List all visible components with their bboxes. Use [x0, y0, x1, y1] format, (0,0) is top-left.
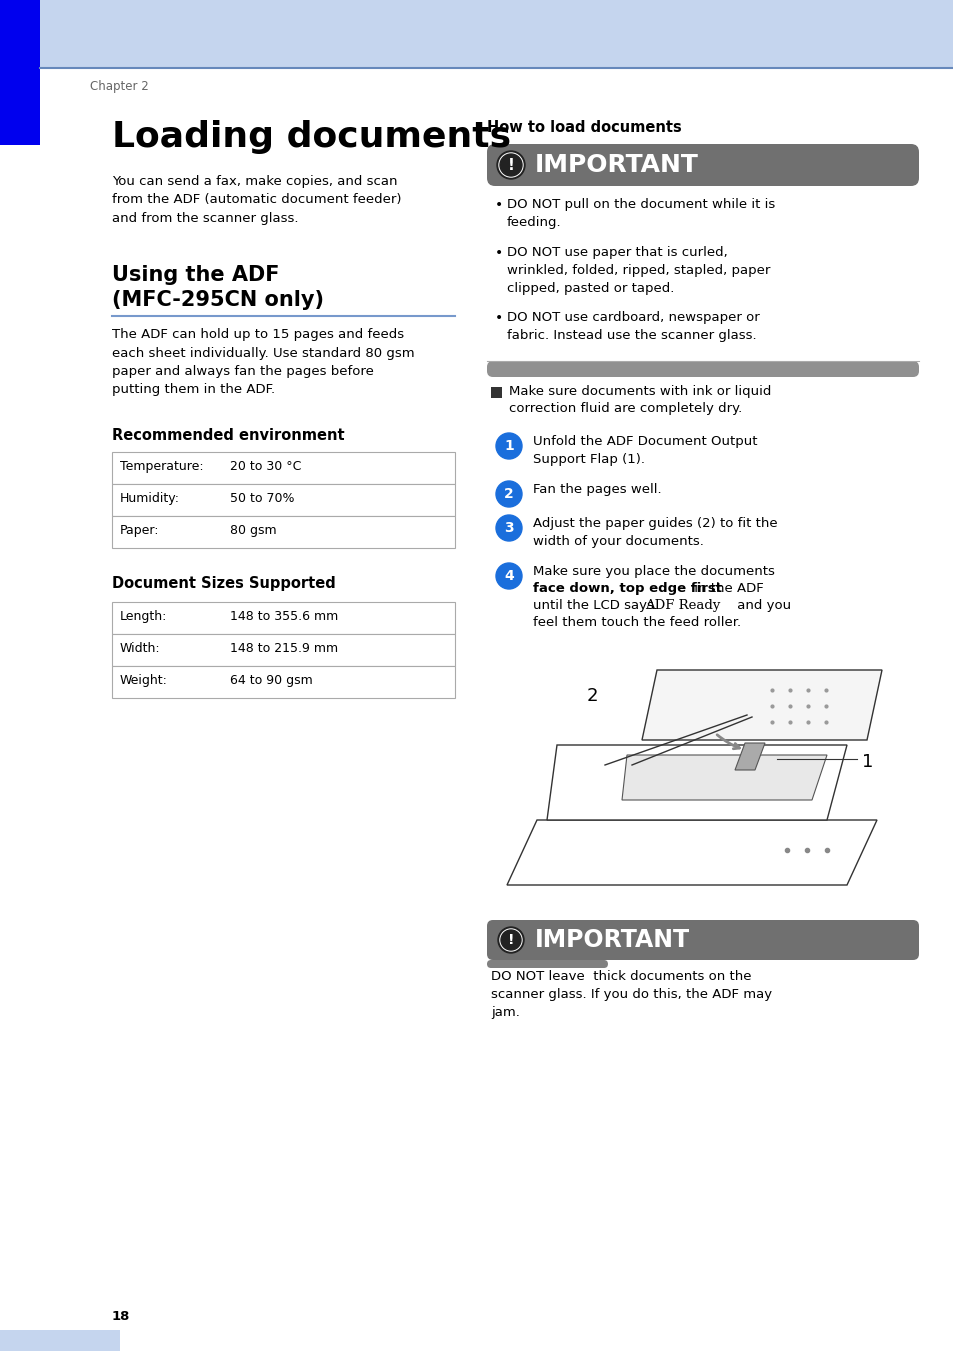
Text: !: ! — [507, 934, 514, 947]
Text: How to load documents: How to load documents — [486, 120, 681, 135]
Text: 50 to 70%: 50 to 70% — [230, 492, 294, 505]
Text: jam.: jam. — [491, 1006, 519, 1019]
Polygon shape — [546, 744, 846, 820]
Text: The ADF can hold up to 15 pages and feeds
each sheet individually. Use standard : The ADF can hold up to 15 pages and feed… — [112, 328, 415, 396]
Circle shape — [500, 929, 520, 950]
Text: IMPORTANT: IMPORTANT — [535, 153, 699, 177]
Text: Make sure you place the documents: Make sure you place the documents — [533, 565, 774, 578]
Text: Fan the pages well.: Fan the pages well. — [533, 484, 661, 496]
Text: 4: 4 — [503, 569, 514, 584]
Text: Width:: Width: — [120, 642, 160, 655]
Text: DO NOT pull on the document while it is
feeding.: DO NOT pull on the document while it is … — [506, 199, 775, 230]
Text: scanner glass. If you do this, the ADF may: scanner glass. If you do this, the ADF m… — [491, 988, 771, 1001]
Text: 148 to 355.6 mm: 148 to 355.6 mm — [230, 611, 338, 623]
Text: and you: and you — [732, 598, 790, 612]
Text: DO NOT use cardboard, newspaper or
fabric. Instead use the scanner glass.: DO NOT use cardboard, newspaper or fabri… — [506, 311, 759, 342]
Bar — [112, 666, 455, 698]
Text: 80 gsm: 80 gsm — [230, 524, 276, 536]
Bar — [0, 0, 40, 145]
Text: Weight:: Weight: — [120, 674, 168, 688]
FancyBboxPatch shape — [486, 361, 918, 377]
Polygon shape — [734, 743, 764, 770]
Text: 64 to 90 gsm: 64 to 90 gsm — [230, 674, 313, 688]
Text: Paper:: Paper: — [120, 524, 159, 536]
Text: •: • — [495, 311, 503, 326]
FancyBboxPatch shape — [486, 920, 918, 961]
Circle shape — [497, 151, 524, 178]
Text: 3: 3 — [503, 521, 514, 535]
Text: feel them touch the feed roller.: feel them touch the feed roller. — [533, 616, 740, 630]
Text: (MFC-295CN only): (MFC-295CN only) — [112, 290, 324, 309]
Circle shape — [497, 927, 523, 952]
Text: DO NOT leave  thick documents on the: DO NOT leave thick documents on the — [491, 970, 751, 984]
Text: 148 to 215.9 mm: 148 to 215.9 mm — [230, 642, 337, 655]
Text: ADF Ready: ADF Ready — [644, 598, 720, 612]
FancyBboxPatch shape — [486, 961, 607, 969]
Text: Humidity:: Humidity: — [120, 492, 180, 505]
Circle shape — [498, 153, 522, 177]
Bar — [112, 484, 455, 516]
Circle shape — [496, 563, 521, 589]
Text: 18: 18 — [112, 1310, 131, 1323]
Bar — [112, 634, 455, 666]
Circle shape — [499, 154, 521, 176]
Text: 20 to 30 °C: 20 to 30 °C — [230, 459, 301, 473]
Text: 2: 2 — [586, 688, 598, 705]
Text: Temperature:: Temperature: — [120, 459, 203, 473]
Text: Adjust the paper guides (2) to fit the
width of your documents.: Adjust the paper guides (2) to fit the w… — [533, 517, 777, 549]
Bar — [0, 0, 953, 68]
Text: •: • — [495, 246, 503, 259]
FancyBboxPatch shape — [486, 145, 918, 186]
Text: until the LCD says: until the LCD says — [533, 598, 658, 612]
Text: Make sure documents with ink or liquid: Make sure documents with ink or liquid — [509, 385, 771, 399]
Bar — [0, 1329, 120, 1351]
Bar — [491, 386, 501, 399]
Text: face down, top edge first: face down, top edge first — [533, 582, 721, 594]
Bar — [112, 603, 455, 634]
Polygon shape — [641, 670, 882, 740]
Text: correction fluid are completely dry.: correction fluid are completely dry. — [509, 403, 741, 415]
Text: DO NOT use paper that is curled,
wrinkled, folded, ripped, stapled, paper
clippe: DO NOT use paper that is curled, wrinkle… — [506, 246, 770, 295]
Bar — [112, 453, 455, 484]
Text: 1: 1 — [503, 439, 514, 453]
Circle shape — [496, 434, 521, 459]
Circle shape — [496, 481, 521, 507]
Text: IMPORTANT: IMPORTANT — [535, 928, 689, 952]
Text: You can send a fax, make copies, and scan
from the ADF (automatic document feede: You can send a fax, make copies, and sca… — [112, 176, 401, 226]
Text: Recommended environment: Recommended environment — [112, 428, 344, 443]
Text: •: • — [495, 199, 503, 212]
Polygon shape — [621, 755, 826, 800]
Text: 2: 2 — [503, 486, 514, 501]
Text: 1: 1 — [862, 753, 872, 771]
Circle shape — [496, 515, 521, 540]
Text: Document Sizes Supported: Document Sizes Supported — [112, 576, 335, 590]
Text: Unfold the ADF Document Output
Support Flap (1).: Unfold the ADF Document Output Support F… — [533, 435, 757, 466]
Polygon shape — [506, 820, 876, 885]
Text: Loading documents: Loading documents — [112, 120, 511, 154]
Circle shape — [499, 929, 521, 951]
Text: !: ! — [507, 158, 514, 173]
Text: Using the ADF: Using the ADF — [112, 265, 279, 285]
Bar — [112, 516, 455, 549]
Text: Chapter 2: Chapter 2 — [90, 80, 149, 93]
Text: Length:: Length: — [120, 611, 167, 623]
Text: in the ADF: in the ADF — [689, 582, 763, 594]
